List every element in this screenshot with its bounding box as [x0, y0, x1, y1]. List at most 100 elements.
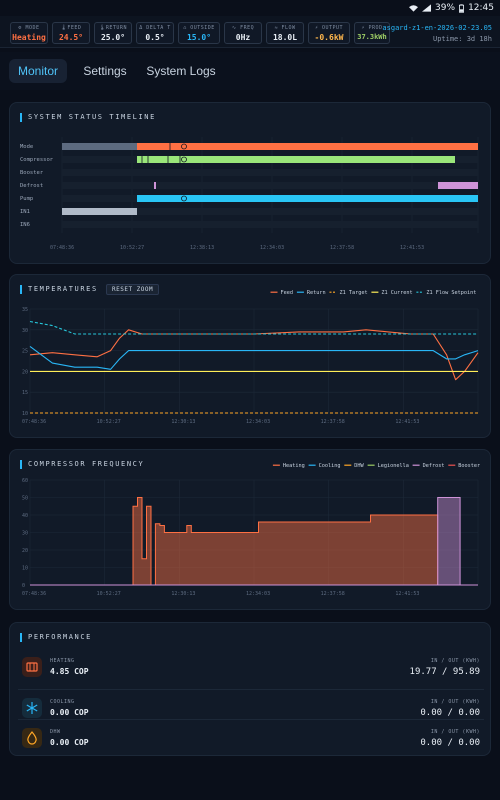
y-tick-label: 20 — [22, 548, 28, 554]
timeline-row-label: IN1 — [20, 209, 30, 215]
chip-production-value: 37.3kWh — [357, 33, 387, 41]
x-tick-label: 12:30:13 — [171, 419, 195, 425]
thermometer-icon: 🌡 — [60, 25, 68, 31]
clock: 12:45 — [468, 3, 494, 13]
y-tick-label: 30 — [22, 328, 28, 334]
device-name: asgard-z1-en-2026-02-23.05 — [382, 24, 492, 32]
x-tick-label: 12:34:03 — [246, 419, 270, 425]
timeline-bar-compressor — [137, 156, 455, 163]
reset-zoom-button[interactable]: RESET ZOOM — [106, 284, 160, 295]
legend-entry[interactable]: Heating — [283, 463, 305, 469]
performance-panel: PERFORMANCE HEATING 4.85 COP IN / OUT (K… — [9, 622, 491, 756]
timeline-bar-defrost — [154, 182, 156, 189]
android-status-bar: 39% 12:45 — [0, 0, 500, 16]
thermometer-icon: 🌡 — [99, 25, 106, 31]
legend-entry[interactable]: Z1 Current — [381, 290, 412, 296]
performance-cop: 4.85 COP — [50, 667, 89, 676]
timeline-row-label: IN6 — [20, 222, 30, 228]
compressor-title: COMPRESSOR FREQUENCY — [20, 460, 144, 469]
temperatures-chart[interactable]: Feed Return Z1 Target Z1 Current Z1 Flow Set… — [10, 275, 492, 439]
timeline-x-tick: 12:37:58 — [330, 245, 354, 251]
legend-entry[interactable]: Z1 Target — [340, 290, 368, 296]
performance-cop: 0.00 COP — [50, 738, 89, 747]
battery-icon — [459, 3, 465, 13]
timeline-track — [62, 169, 478, 176]
tab-settings[interactable]: Settings — [83, 64, 127, 78]
legend-entry[interactable]: Defrost — [423, 463, 445, 469]
series-line-feed[interactable] — [29, 329, 479, 381]
signal-icon — [422, 4, 432, 12]
y-tick-label: 10 — [22, 411, 28, 417]
x-tick-label: 07:48:36 — [22, 591, 46, 597]
temperatures-title: TEMPERATURES — [20, 285, 98, 294]
chip-output[interactable]: ⚡ OUTPUT -0.6kW — [308, 22, 350, 44]
series-line-z1-flow-setpoint[interactable] — [29, 320, 478, 335]
chip-frequency[interactable]: ∿ FREQ 0Hz — [224, 22, 262, 44]
x-tick-label: 07:48:36 — [22, 419, 46, 425]
y-tick-label: 60 — [22, 478, 28, 484]
timeline-x-tick: 10:52:27 — [120, 245, 144, 251]
legend-entry[interactable]: Return — [307, 290, 326, 296]
timeline-bar-pump — [137, 195, 478, 202]
legend-entry[interactable]: DHW — [354, 463, 364, 469]
series-area-heating[interactable] — [30, 497, 478, 586]
performance-name: COOLING — [50, 699, 75, 705]
water-drop-icon — [22, 728, 42, 748]
chip-mode-value: Heating — [12, 33, 46, 42]
timeline-row-label: Pump — [20, 196, 33, 202]
timeline-row-label: Compressor — [20, 157, 54, 163]
performance-io: 0.00 / 0.00 — [420, 738, 480, 748]
tab-system-logs[interactable]: System Logs — [146, 64, 216, 78]
y-tick-label: 50 — [22, 496, 28, 502]
chip-flow[interactable]: ≈ FLOW 18.0L — [266, 22, 304, 44]
series-line-return[interactable] — [29, 345, 479, 370]
timeline-bar-mode-heating — [137, 143, 478, 150]
production-icon: ⚡ — [361, 25, 369, 31]
legend-entry[interactable]: Legionella — [378, 463, 409, 469]
chip-mode[interactable]: ⚙ MODE Heating — [10, 22, 48, 44]
device-info: asgard-z1-en-2026-02-23.05 Uptime: 3d 18… — [382, 24, 492, 43]
legend-entry[interactable]: Cooling — [319, 463, 341, 469]
timeline-x-tick: 12:34:03 — [260, 245, 284, 251]
status-header: ⚙ MODE Heating 🌡FEED 24.5° 🌡RETURN 25.0°… — [0, 16, 500, 48]
y-tick-label: 10 — [22, 566, 28, 572]
chip-feed-value: 24.5° — [58, 33, 84, 42]
timeline-row-label: Booster — [20, 170, 44, 176]
wifi-icon — [409, 5, 419, 12]
compressor-chart[interactable]: Heating Cooling DHW Legionella Defrost Booste… — [10, 450, 492, 611]
y-tick-label: 35 — [22, 307, 28, 313]
performance-cop: 0.00 COP — [50, 708, 89, 717]
tab-monitor[interactable]: Monitor — [9, 59, 67, 83]
performance-name: DHW — [50, 729, 61, 735]
performance-io-label: IN / OUT (KWH) — [430, 658, 480, 664]
timeline-x-tick: 12:41:53 — [400, 245, 424, 251]
legend-entry[interactable]: Feed — [281, 290, 294, 296]
legend-entry[interactable]: Booster — [458, 463, 480, 469]
timeline-panel: SYSTEM STATUS TIMELINE Mode Compressor B… — [9, 102, 491, 264]
frequency-icon: ∿ — [231, 25, 241, 31]
performance-title: PERFORMANCE — [20, 633, 92, 642]
chip-outside-value: 15.0° — [186, 33, 212, 42]
series-area-defrost[interactable] — [30, 497, 478, 586]
performance-io: 19.77 / 95.89 — [409, 667, 480, 677]
chip-delta-t-value: 0.5° — [145, 33, 165, 42]
chip-delta-t[interactable]: Δ DELTA T 0.5° — [136, 22, 174, 44]
chip-outside[interactable]: ⌂ OUTSIDE 15.0° — [178, 22, 220, 44]
tab-bar: Monitor Settings System Logs — [0, 52, 500, 90]
chip-feed[interactable]: 🌡FEED 24.5° — [52, 22, 90, 44]
chip-production[interactable]: ⚡ PROD 37.3kWh — [354, 22, 390, 44]
x-tick-label: 12:30:13 — [171, 591, 195, 597]
battery-percent: 39% — [435, 3, 456, 13]
mode-icon: ⚙ — [18, 25, 26, 31]
legend-entry[interactable]: Z1 Flow Setpoint — [426, 290, 476, 296]
chip-return[interactable]: 🌡RETURN 25.0° — [94, 22, 132, 44]
timeline-chart[interactable]: Mode Compressor Booster Defrost Pump IN1… — [10, 103, 492, 265]
y-tick-label: 40 — [22, 513, 28, 519]
timeline-track — [62, 221, 478, 228]
timeline-row-label: Mode — [20, 144, 33, 150]
timeline-row-label: Defrost — [20, 183, 43, 189]
timeline-marker — [181, 195, 187, 202]
uptime: Uptime: 3d 18h — [432, 35, 492, 43]
timeline-x-tick: 12:38:13 — [190, 245, 214, 251]
heating-icon — [22, 657, 42, 677]
